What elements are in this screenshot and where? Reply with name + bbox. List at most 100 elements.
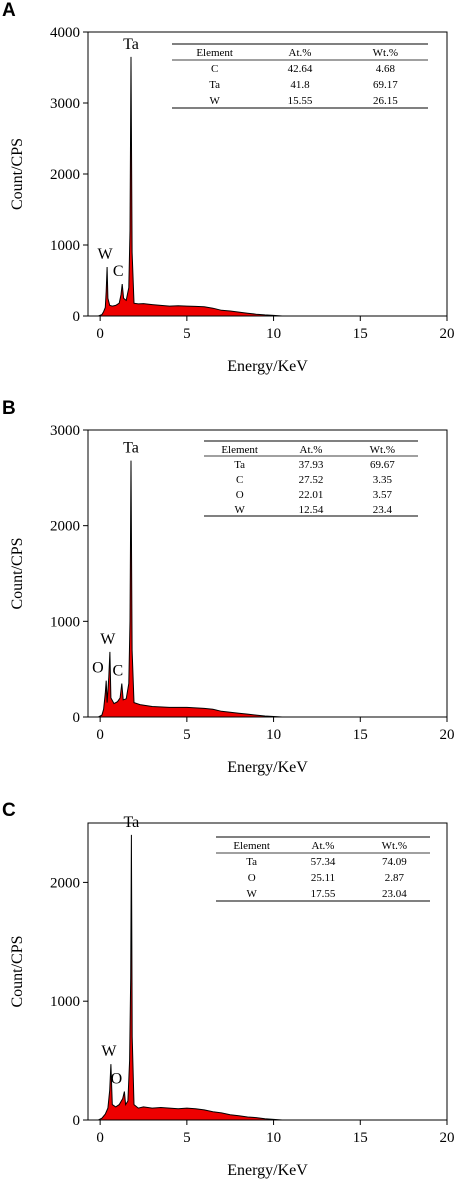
y-tick-label: 2000 [50, 519, 80, 535]
table-cell: 17.55 [311, 888, 336, 900]
table-header-cell: Element [233, 840, 270, 852]
x-tick-label: 5 [183, 1130, 191, 1146]
peak-label-c: C [113, 263, 124, 280]
table-cell: 22.01 [299, 489, 324, 501]
table-cell: 3.57 [373, 489, 393, 501]
x-axis-title: Energy/KeV [227, 358, 308, 375]
table-cell: 69.67 [370, 459, 395, 471]
y-tick-label: 2000 [50, 875, 80, 891]
y-axis-title: Count/CPS [9, 537, 26, 609]
panel-a: A 0 5 10 15 20 0 1000 2000 3000 4000 Energy/KeV Cou… [0, 0, 457, 385]
spectrum-line [98, 834, 283, 1121]
x-tick-label: 10 [266, 727, 281, 743]
table-header-cell: Wt.% [370, 444, 395, 456]
x-tick-label: 20 [440, 727, 455, 743]
table-header-cell: At.% [312, 840, 335, 852]
peak-label-o: O [111, 1070, 123, 1087]
table-header-cell: Wt.% [382, 840, 407, 852]
table-cell: C [211, 63, 218, 75]
peak-label-c: C [112, 663, 123, 680]
table-cell: W [234, 504, 245, 516]
y-tick-label: 3000 [50, 423, 80, 439]
x-tick-label: 15 [353, 326, 368, 342]
table-cell: 2.87 [385, 872, 405, 884]
table-cell: 3.35 [373, 474, 393, 486]
x-tick-label: 15 [353, 727, 368, 743]
table-header-cell: At.% [300, 444, 323, 456]
peak-label-w: W [98, 246, 114, 263]
y-tick-label: 1000 [50, 994, 80, 1010]
x-tick-label: 10 [266, 326, 281, 342]
table-cell: Ta [246, 856, 257, 868]
composition-table: Element At.% Wt.% Ta 37.93 69.67 C 27.52 3.35 O 22… [204, 440, 418, 517]
table-cell: 26.15 [373, 95, 398, 107]
panel-c: C 0 5 10 15 20 0 1000 2000 Energy/KeV Count/CPS Ta… [0, 800, 457, 1182]
table-cell: W [209, 95, 220, 107]
table-cell: C [236, 474, 243, 486]
table-cell: 42.64 [288, 63, 313, 75]
composition-table: Element At.% Wt.% Ta 57.34 74.09 O 25.11 2.87 W 17… [216, 836, 430, 902]
x-tick-label: 20 [440, 326, 455, 342]
y-tick-label: 0 [73, 710, 81, 726]
peak-label-o: O [92, 660, 104, 677]
table-cell: Ta [209, 79, 220, 91]
composition-table: Element At.% Wt.% C 42.64 4.68 Ta 41.8 69.17 W 15.… [172, 43, 428, 109]
y-tick-label: 2000 [50, 167, 80, 183]
table-cell: 27.52 [299, 474, 324, 486]
peak-label-ta: Ta [123, 36, 139, 53]
spectrum-area [98, 56, 283, 317]
panel-letter: C [2, 800, 16, 821]
y-tick-label: 4000 [50, 25, 80, 41]
panel-b: B 0 5 10 15 20 0 1000 2000 3000 Energy/KeV Count/C… [0, 398, 457, 783]
x-tick-label: 0 [96, 1130, 104, 1146]
panel-letter: A [2, 0, 16, 21]
peak-label-w: W [100, 631, 116, 648]
eds-spectrum-chart-b: 0 5 10 15 20 0 1000 2000 3000 Energy/KeV Count/CPS… [9, 423, 455, 776]
table-header-cell: Wt.% [373, 47, 398, 59]
x-axis-title: Energy/KeV [227, 1162, 308, 1179]
eds-spectrum-chart-a: 0 5 10 15 20 0 1000 2000 3000 4000 Energy/KeV Count… [9, 25, 455, 375]
table-cell: 12.54 [299, 504, 324, 516]
table-header-cell: Element [221, 444, 258, 456]
x-tick-label: 0 [96, 727, 104, 743]
table-cell: 37.93 [299, 459, 324, 471]
table-cell: 15.55 [288, 95, 313, 107]
x-tick-label: 5 [183, 727, 191, 743]
table-header-cell: Element [196, 47, 233, 59]
y-axis-title: Count/CPS [9, 138, 26, 210]
y-tick-label: 0 [73, 309, 81, 325]
table-cell: Ta [234, 459, 245, 471]
x-tick-label: 15 [353, 1130, 368, 1146]
table-cell: 23.4 [373, 504, 393, 516]
y-axis-title: Count/CPS [9, 935, 26, 1007]
peak-label-ta: Ta [123, 440, 139, 457]
table-cell: 74.09 [382, 856, 407, 868]
x-axis-title: Energy/KeV [227, 759, 308, 776]
table-cell: O [248, 872, 256, 884]
table-cell: 4.68 [376, 63, 396, 75]
table-cell: W [246, 888, 257, 900]
x-tick-label: 5 [183, 326, 191, 342]
table-cell: 25.11 [311, 872, 335, 884]
table-header-cell: At.% [289, 47, 312, 59]
table-cell: 41.8 [290, 79, 310, 91]
x-tick-label: 0 [96, 326, 104, 342]
y-tick-label: 0 [73, 1113, 81, 1129]
x-tick-label: 10 [266, 1130, 281, 1146]
eds-spectrum-chart-c: 0 5 10 15 20010002000Energy/KeVCount/CPSTaWO… [9, 814, 455, 1179]
table-cell: 69.17 [373, 79, 398, 91]
peak-label-ta: Ta [123, 814, 139, 831]
y-tick-label: 1000 [50, 238, 80, 254]
plot-frame [87, 429, 448, 718]
plot-frame [87, 822, 448, 1121]
spectrum-line [98, 460, 283, 718]
peak-label-w: W [101, 1043, 117, 1060]
table-cell: 57.34 [311, 856, 336, 868]
spectrum-line [98, 56, 283, 317]
panel-letter: B [2, 398, 16, 419]
table-cell: O [236, 489, 244, 501]
table-cell: 23.04 [382, 888, 407, 900]
x-tick-label: 20 [440, 1130, 455, 1146]
spectrum-area [98, 460, 283, 717]
y-tick-label: 1000 [50, 614, 80, 630]
